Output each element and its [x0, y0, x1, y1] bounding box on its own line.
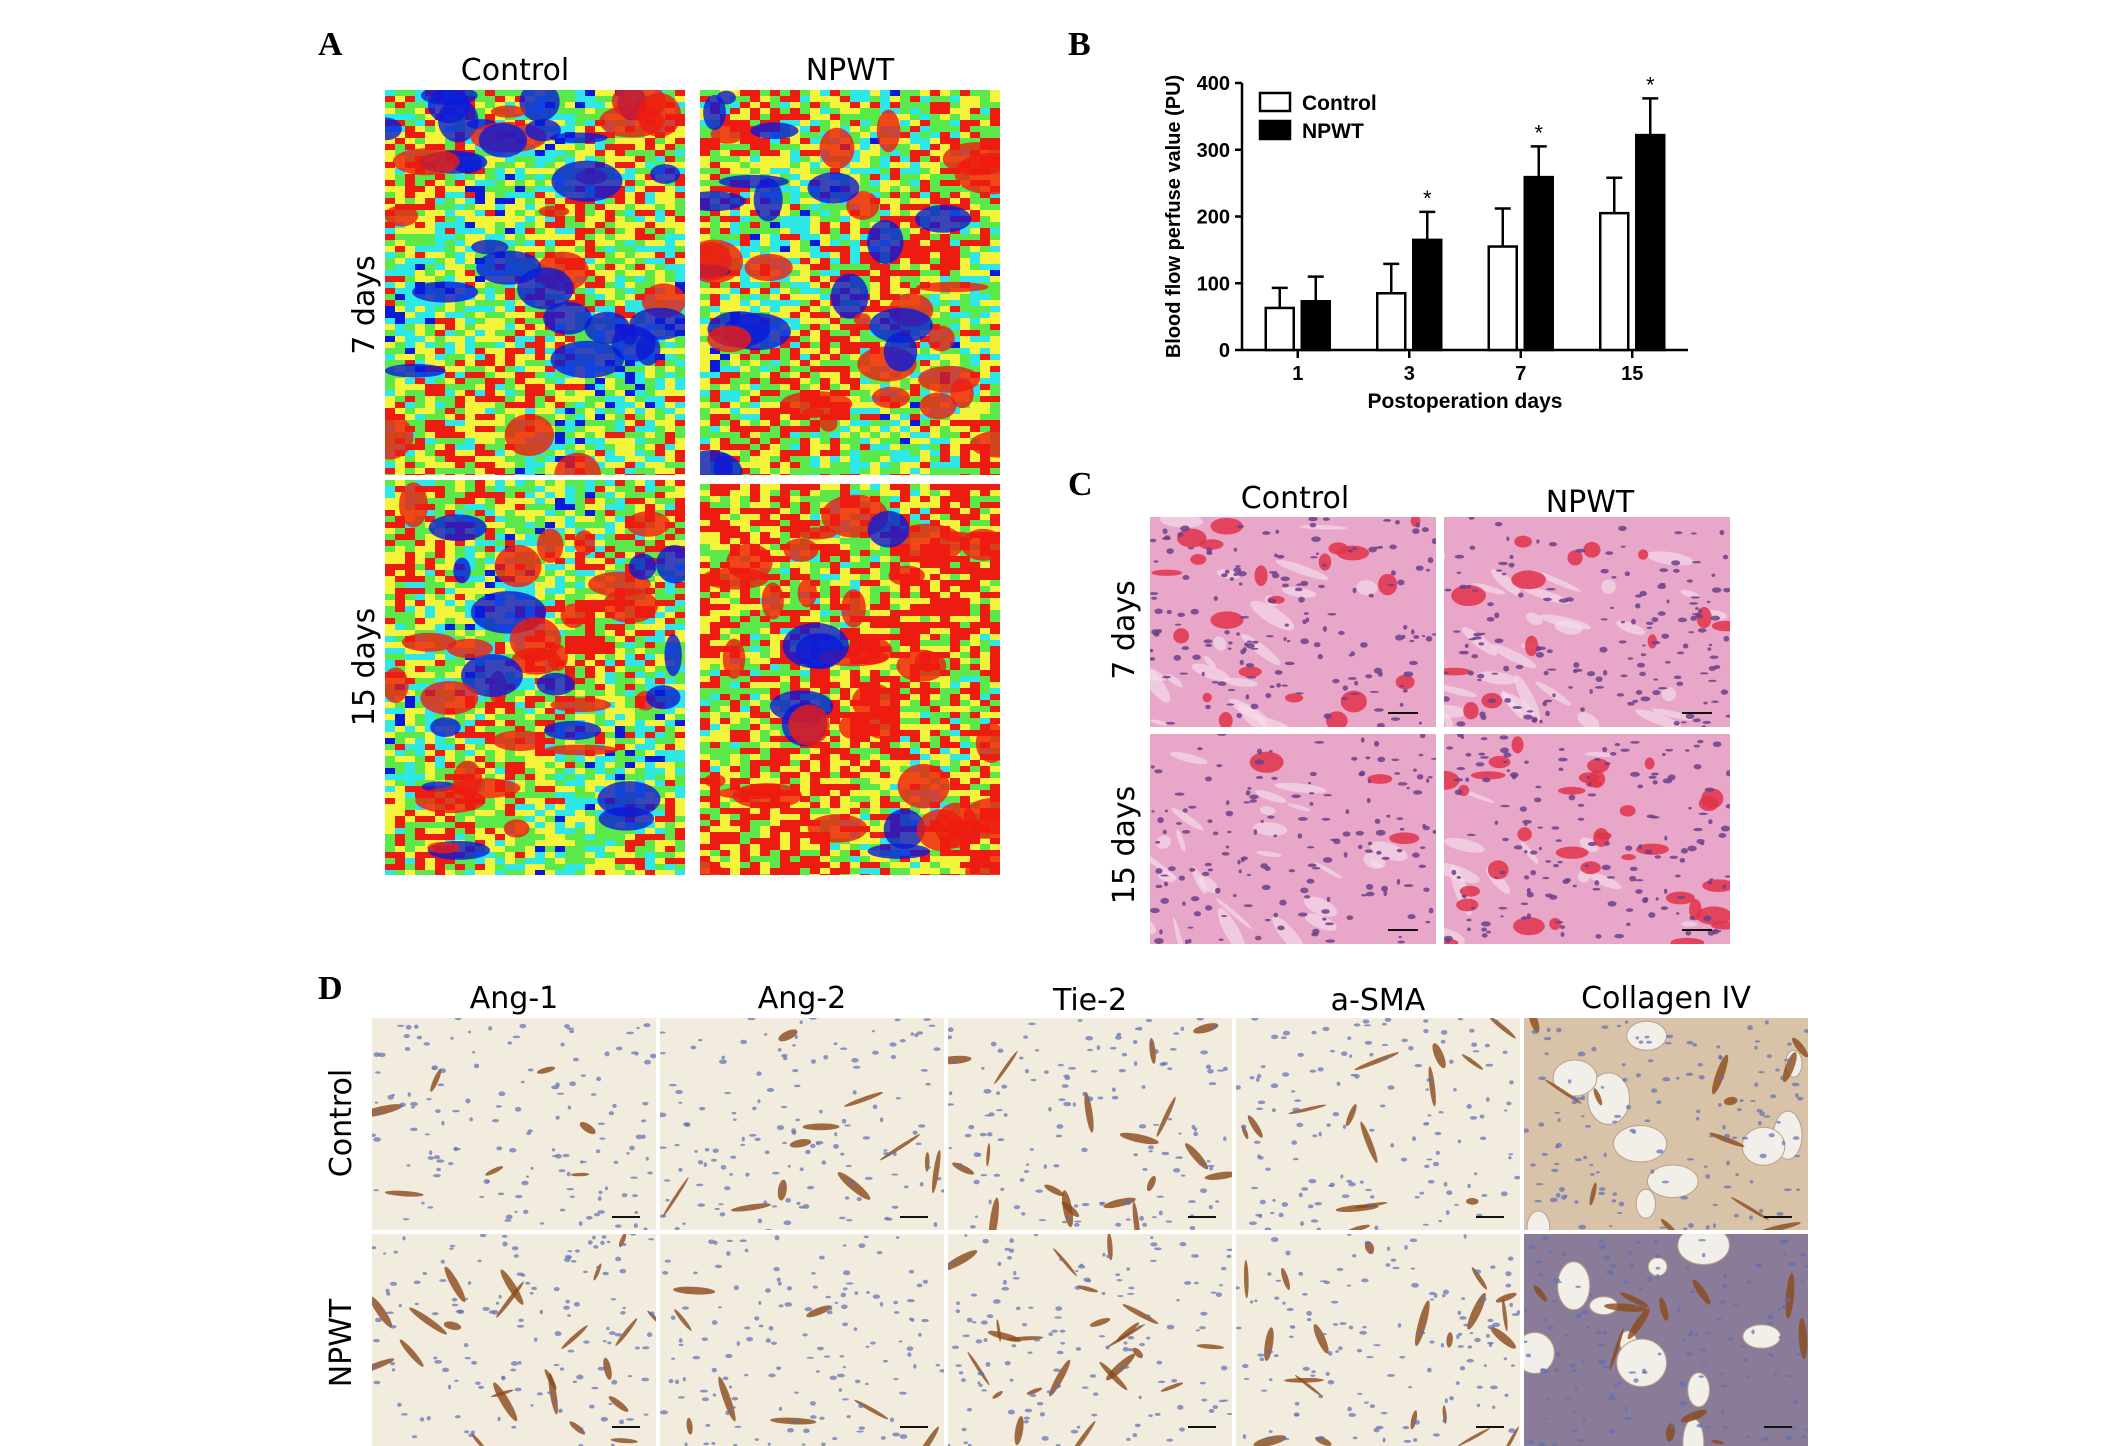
- ihc-collagen-iv-npwt: [1524, 1234, 1808, 1446]
- bar-npwt-3: [1412, 238, 1443, 352]
- x-tick-label: 15: [1621, 363, 1643, 385]
- y-tick-label: 300: [1197, 140, 1230, 162]
- y-tick-label: 100: [1197, 273, 1230, 295]
- panel-d-col-asma: a-SMA: [1330, 983, 1426, 1018]
- panel-a-col-control: Control: [460, 53, 570, 88]
- x-tick-label: 3: [1404, 363, 1415, 385]
- panel-d-col-collagen-iv: Collagen IV: [1581, 981, 1751, 1016]
- panel-c-row-15days: 15 days: [1107, 785, 1142, 905]
- he-stain-control-7days: [1150, 517, 1436, 727]
- significance-marker: *: [1534, 120, 1543, 145]
- ihc-tie2-npwt: [948, 1234, 1232, 1446]
- significance-marker: *: [1423, 186, 1432, 211]
- bar-control-7: [1487, 245, 1518, 352]
- x-tick-label: 7: [1515, 363, 1526, 385]
- panel-c-row-7days: 7 days: [1107, 580, 1142, 680]
- bar-control-3: [1376, 292, 1407, 352]
- ihc-ang1-control: [372, 1018, 656, 1230]
- bar-npwt-15: [1635, 133, 1666, 352]
- legend-swatch: [1258, 119, 1292, 141]
- legend-label: NPWT: [1302, 120, 1364, 143]
- panel-b-letter: B: [1068, 26, 1091, 63]
- ihc-asma-control: [1236, 1018, 1520, 1230]
- panel-c-col-npwt: NPWT: [1545, 485, 1635, 520]
- legend-swatch: [1258, 91, 1292, 113]
- ihc-tie2-control: [948, 1018, 1232, 1230]
- legend-label: Control: [1302, 92, 1377, 115]
- blood-flow-bar-chart: 0 100 200 300 400 Blood flow perfuse value (P…: [1163, 72, 1688, 413]
- bar-control-15: [1599, 211, 1630, 352]
- heatmap-npwt-15days: [700, 484, 1000, 875]
- ihc-asma-npwt: [1236, 1234, 1520, 1446]
- he-stain-npwt-15days: [1444, 734, 1730, 944]
- bar-control-1: [1264, 306, 1295, 352]
- heatmap-npwt-7days: [700, 90, 1000, 475]
- y-axis-label: Blood flow perfuse value (PU): [1163, 75, 1185, 358]
- he-stain-npwt-7days: [1444, 517, 1730, 727]
- x-axis-label: Postoperation days: [1368, 390, 1563, 413]
- panel-a-letter: A: [318, 26, 343, 63]
- ihc-ang2-npwt: [660, 1234, 944, 1446]
- y-tick-label: 400: [1197, 73, 1230, 95]
- panel-d-row-npwt: NPWT: [324, 1298, 359, 1388]
- panel-d-col-ang2: Ang-2: [757, 981, 847, 1016]
- panel-d-row-control: Control: [324, 1068, 359, 1178]
- panel-a-row-15days: 15 days: [347, 607, 382, 727]
- panel-c-col-control: Control: [1240, 481, 1350, 516]
- bar-npwt-7: [1523, 175, 1554, 352]
- panel-c-letter: C: [1068, 466, 1093, 503]
- heatmap-control-7days: [385, 90, 685, 475]
- panel-a-row-7days: 7 days: [347, 255, 382, 355]
- significance-marker: *: [1646, 72, 1655, 97]
- panel-d-letter: D: [318, 970, 343, 1007]
- panel-a-col-npwt: NPWT: [805, 53, 895, 88]
- heatmap-control-15days: [385, 480, 685, 875]
- panel-d-col-tie2: Tie-2: [1052, 983, 1128, 1018]
- ihc-collagen-iv-control: [1524, 1018, 1808, 1230]
- bar-npwt-1: [1300, 300, 1331, 352]
- ihc-ang2-control: [660, 1018, 944, 1230]
- y-tick-label: 200: [1197, 207, 1230, 229]
- panel-d-col-ang1: Ang-1: [469, 981, 559, 1016]
- ihc-ang1-npwt: [372, 1234, 656, 1446]
- y-tick-label: 0: [1219, 340, 1230, 362]
- he-stain-control-15days: [1150, 734, 1436, 944]
- x-tick-label: 1: [1292, 363, 1303, 385]
